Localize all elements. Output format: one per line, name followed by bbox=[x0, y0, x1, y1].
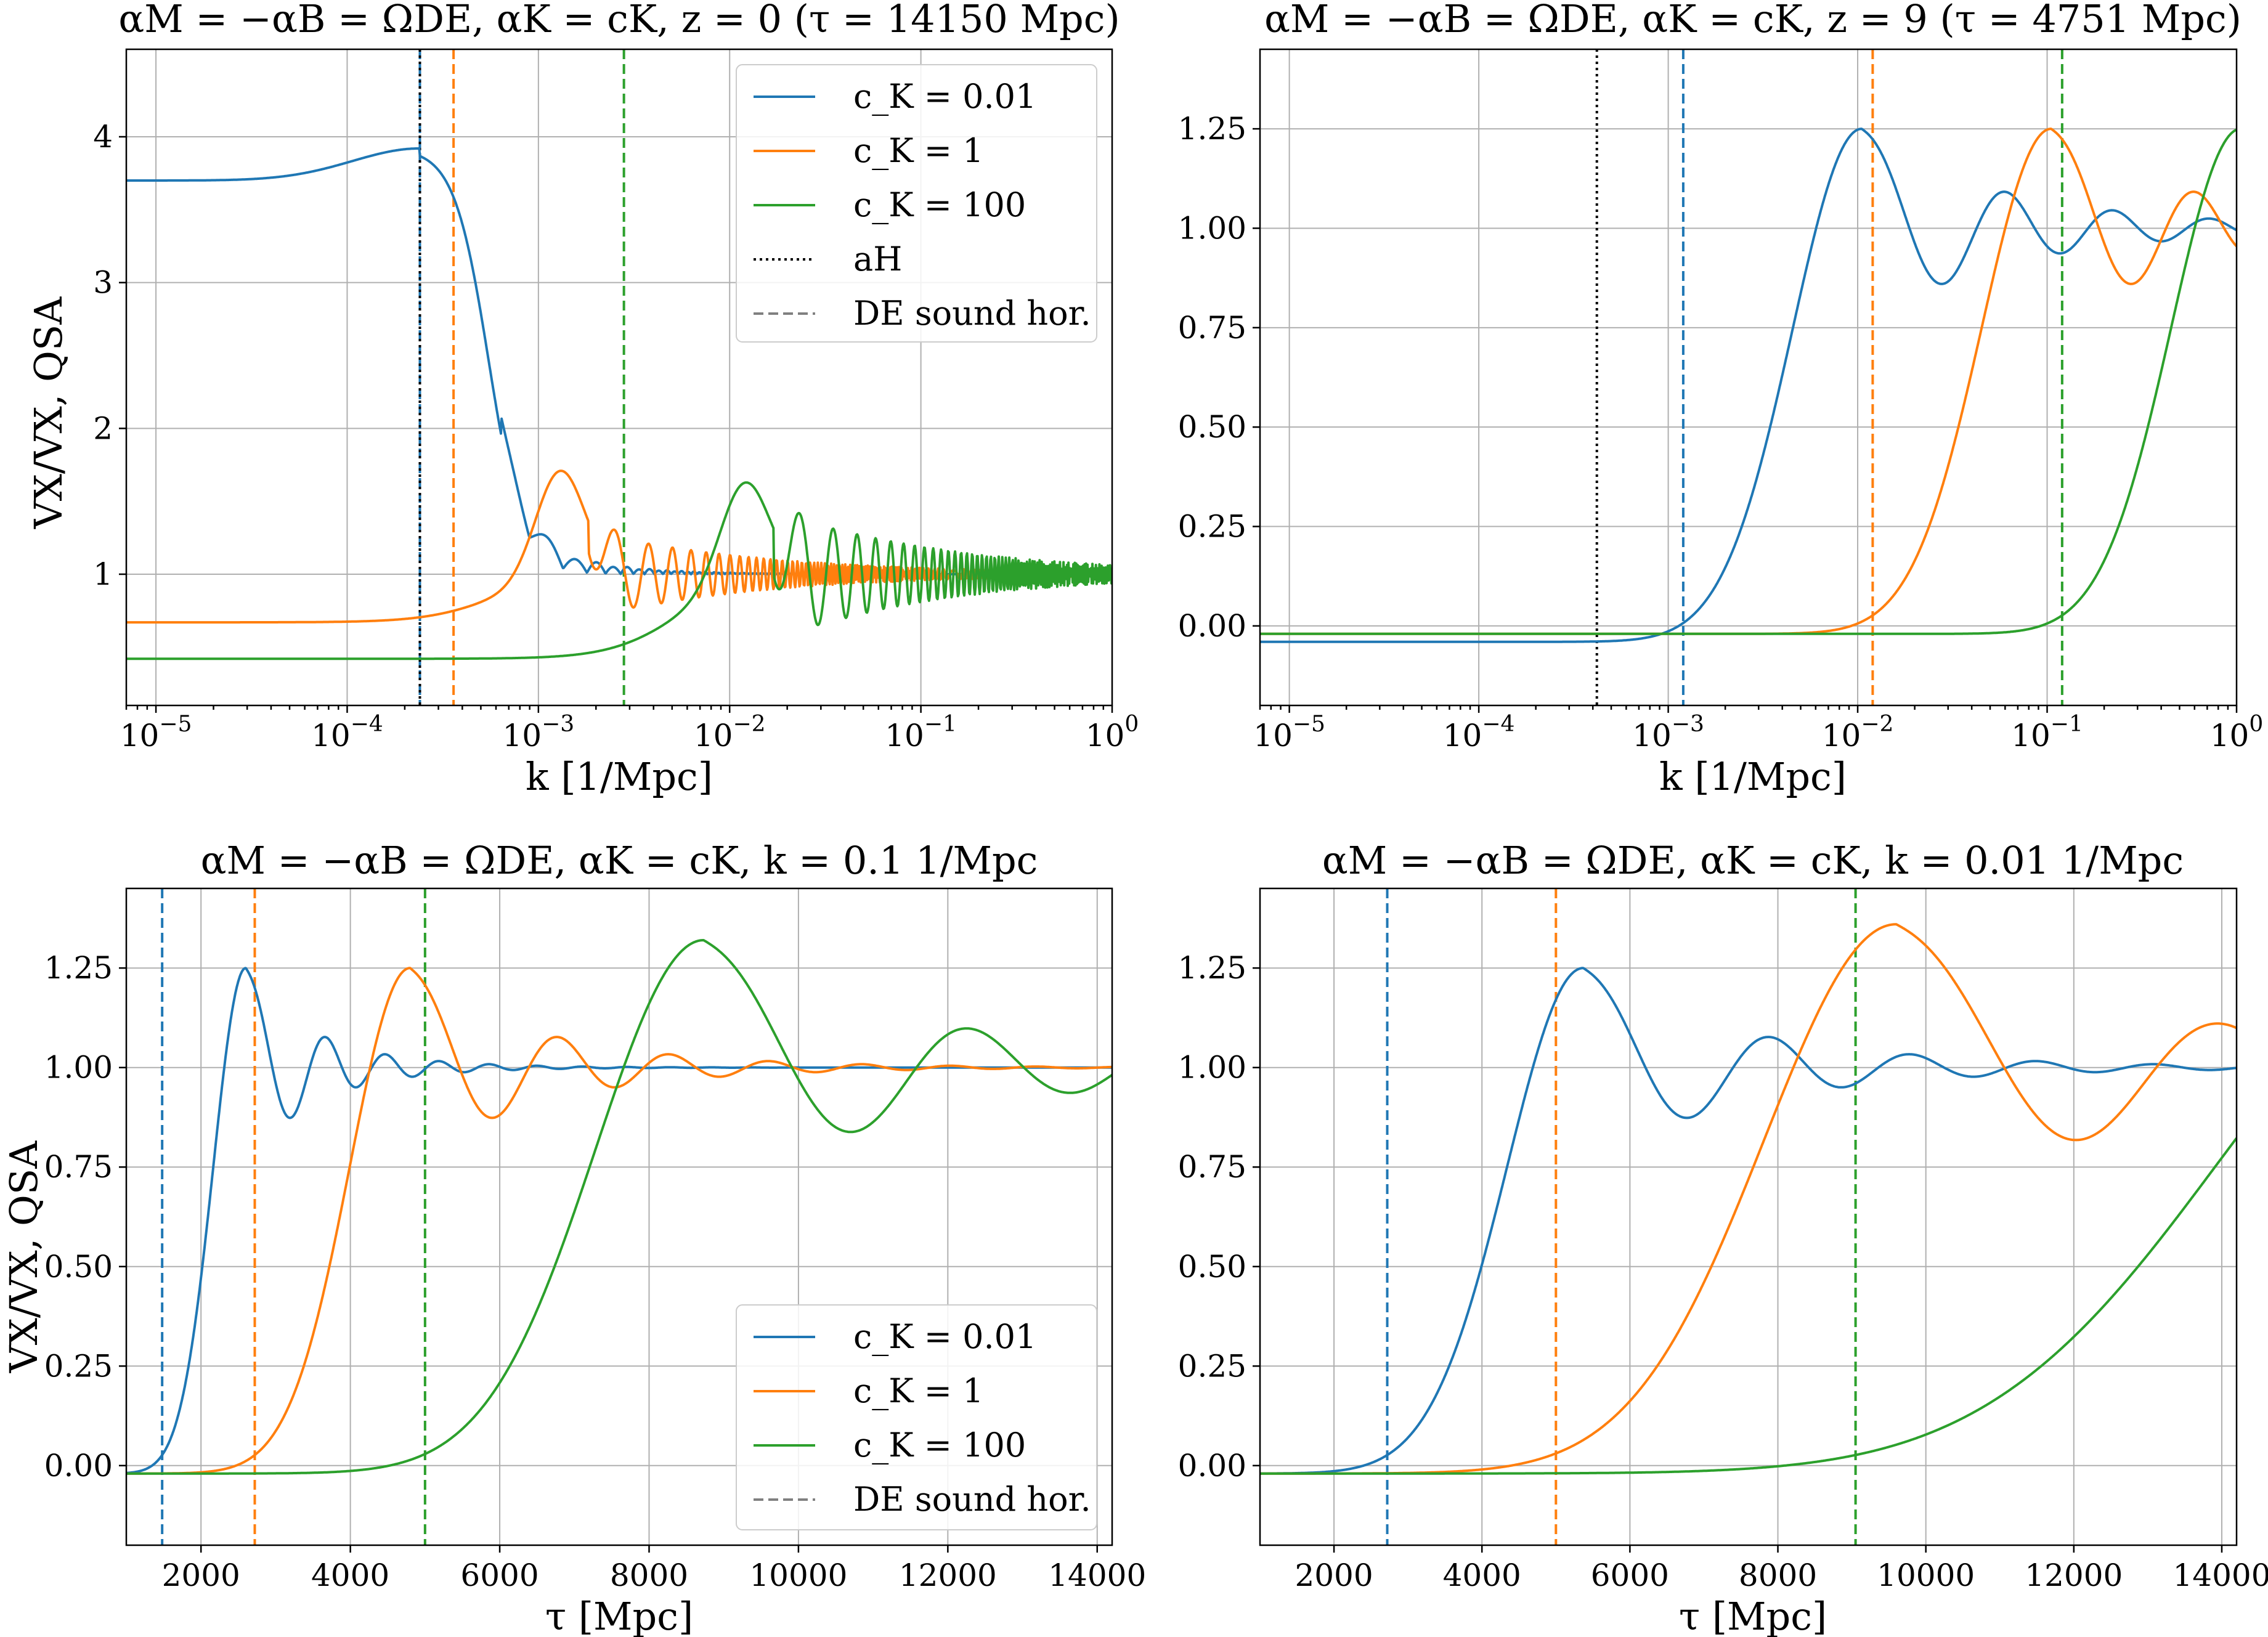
y-tick-label: 0.25 bbox=[1178, 1348, 1246, 1384]
x-tick-label: 10−3 bbox=[1632, 712, 1704, 754]
axes-frame bbox=[125, 887, 1113, 1546]
x-tick-label: 100 bbox=[1086, 712, 1139, 754]
series-line bbox=[126, 469, 1112, 624]
x-tick-label: 8000 bbox=[1739, 1558, 1817, 1593]
panel-title: αM = −αB = ΩDE, αK = cK, z = 9 (τ = 4751… bbox=[1264, 0, 2242, 41]
series-line bbox=[126, 967, 1112, 1474]
x-tick-label: 4000 bbox=[311, 1558, 389, 1593]
y-tick-label: 0.75 bbox=[44, 1149, 113, 1185]
series-line bbox=[126, 481, 1112, 660]
y-tick-label: 0.75 bbox=[1178, 1149, 1246, 1185]
y-tick-label: 1 bbox=[93, 556, 113, 592]
series-line bbox=[1260, 128, 2237, 643]
panel-bottom-right: αM = −αB = ΩDE, αK = cK, k = 0.01 1/Mpc … bbox=[1178, 838, 2268, 1637]
x-tick-label: 2000 bbox=[1295, 1558, 1373, 1593]
series-line bbox=[1260, 1137, 2237, 1475]
y-tick-label: 1.00 bbox=[1178, 1050, 1246, 1086]
series-line bbox=[126, 939, 1112, 1475]
legend-label: c_K = 1 bbox=[853, 131, 984, 170]
series-line bbox=[1260, 967, 2237, 1475]
x-tick-label: 10−2 bbox=[1822, 712, 1894, 754]
y-tick-label: 1.25 bbox=[44, 950, 113, 986]
x-tick-label: 10000 bbox=[749, 1558, 847, 1593]
y-tick-label: 0.00 bbox=[1178, 1448, 1246, 1484]
panel-title: αM = −αB = ΩDE, αK = cK, k = 0.01 1/Mpc bbox=[1322, 838, 2184, 883]
legend-label: c_K = 0.01 bbox=[853, 1317, 1036, 1356]
y-tick-label: 0.25 bbox=[44, 1348, 113, 1384]
y-tick-label: 0.25 bbox=[1178, 509, 1246, 545]
y-tick-label: 0.50 bbox=[1178, 1249, 1246, 1285]
y-axis-label: VX/VX, QSA bbox=[26, 296, 71, 529]
y-axis-label: VX/VX, QSA bbox=[1, 1140, 46, 1373]
plot-area: 10−5 10−4 10−3 10−2 10−1 100 1 2 3 4 bbox=[93, 48, 1139, 754]
y-tick-label: 1.25 bbox=[1178, 111, 1246, 147]
x-axis-label: k [1/Mpc] bbox=[1659, 754, 1847, 799]
legend-label: c_K = 1 bbox=[853, 1371, 984, 1410]
x-tick-label: 6000 bbox=[460, 1558, 539, 1593]
x-tick-label: 12000 bbox=[2025, 1558, 2123, 1593]
legend-box bbox=[736, 1304, 1097, 1530]
x-tick-label: 14000 bbox=[1048, 1558, 1146, 1593]
series-line bbox=[1260, 128, 2237, 635]
x-tick-label: 10000 bbox=[1877, 1558, 1975, 1593]
x-axis-label: τ [Mpc] bbox=[545, 1594, 693, 1637]
x-tick-label: 10−5 bbox=[1253, 712, 1325, 754]
y-tick-label: 1.00 bbox=[44, 1050, 113, 1086]
y-tick-label: 1.00 bbox=[1178, 210, 1246, 246]
x-tick-label: 4000 bbox=[1443, 1558, 1521, 1593]
series-line bbox=[1260, 923, 2237, 1475]
axes-frame bbox=[1259, 48, 2238, 707]
plot-area: 2000 4000 6000 8000 10000 12000 14000 0.00 0.25 0… bbox=[44, 887, 1146, 1593]
y-tick-label: 3 bbox=[93, 265, 113, 301]
x-tick-label: 10−1 bbox=[2011, 712, 2083, 754]
axes-frame bbox=[125, 48, 1113, 707]
x-tick-label: 8000 bbox=[610, 1558, 688, 1593]
legend-box bbox=[736, 64, 1097, 343]
y-tick-label: 0.00 bbox=[1178, 608, 1246, 644]
y-tick-label: 4 bbox=[93, 119, 113, 155]
x-axis-label: τ [Mpc] bbox=[1679, 1594, 1827, 1637]
x-tick-label: 6000 bbox=[1591, 1558, 1669, 1593]
series-line bbox=[1260, 128, 2237, 635]
x-tick-label: 10−3 bbox=[502, 712, 574, 754]
x-tick-label: 10−4 bbox=[311, 712, 383, 754]
y-tick-label: 0.00 bbox=[44, 1448, 113, 1484]
legend: c_K = 0.01 c_K = 1 c_K = 100 DE sound hor. bbox=[736, 1304, 1097, 1530]
y-tick-label: 1.25 bbox=[1178, 950, 1246, 986]
x-tick-label: 10−5 bbox=[120, 712, 192, 754]
y-tick-label: 0.50 bbox=[1178, 409, 1246, 445]
x-tick-label: 14000 bbox=[2172, 1558, 2268, 1593]
y-tick-label: 2 bbox=[93, 410, 113, 446]
axes-frame bbox=[1259, 887, 2238, 1546]
panel-top-left: αM = −αB = ΩDE, αK = cK, z = 0 (τ = 1415… bbox=[26, 0, 1139, 799]
x-tick-label: 100 bbox=[2210, 712, 2264, 754]
legend-label: c_K = 100 bbox=[853, 1426, 1026, 1464]
y-tick-label: 0.75 bbox=[1178, 310, 1246, 346]
panel-title: αM = −αB = ΩDE, αK = cK, z = 0 (τ = 1415… bbox=[118, 0, 1120, 41]
plot-area: 10−5 10−4 10−3 10−2 10−1 100 0.00 0.25 0.50 0.75 1… bbox=[1178, 48, 2264, 754]
x-tick-label: 10−4 bbox=[1443, 712, 1515, 754]
panel-top-right: αM = −αB = ΩDE, αK = cK, z = 9 (τ = 4751… bbox=[1178, 0, 2264, 799]
legend: c_K = 0.01 c_K = 1 c_K = 100 aH DE sound hor… bbox=[736, 64, 1097, 343]
legend-label: c_K = 0.01 bbox=[853, 77, 1036, 116]
legend-label: DE sound hor. bbox=[853, 294, 1091, 333]
legend-label: aH bbox=[853, 240, 902, 278]
x-tick-label: 10−1 bbox=[885, 712, 957, 754]
x-tick-label: 10−2 bbox=[694, 712, 766, 754]
legend-label: c_K = 100 bbox=[853, 185, 1026, 224]
y-tick-label: 0.50 bbox=[44, 1249, 113, 1285]
plot-area: 2000 4000 6000 8000 10000 12000 14000 0.00 0.25 0… bbox=[1178, 887, 2268, 1593]
x-tick-label: 2000 bbox=[162, 1558, 240, 1593]
x-axis-label: k [1/Mpc] bbox=[526, 754, 713, 799]
panel-title: αM = −αB = ΩDE, αK = cK, k = 0.1 1/Mpc bbox=[201, 838, 1038, 883]
x-tick-label: 12000 bbox=[899, 1558, 997, 1593]
legend-label: DE sound hor. bbox=[853, 1480, 1091, 1519]
series-line bbox=[126, 967, 1112, 1475]
panel-bottom-left: αM = −αB = ΩDE, αK = cK, k = 0.1 1/Mpc τ… bbox=[1, 838, 1146, 1637]
